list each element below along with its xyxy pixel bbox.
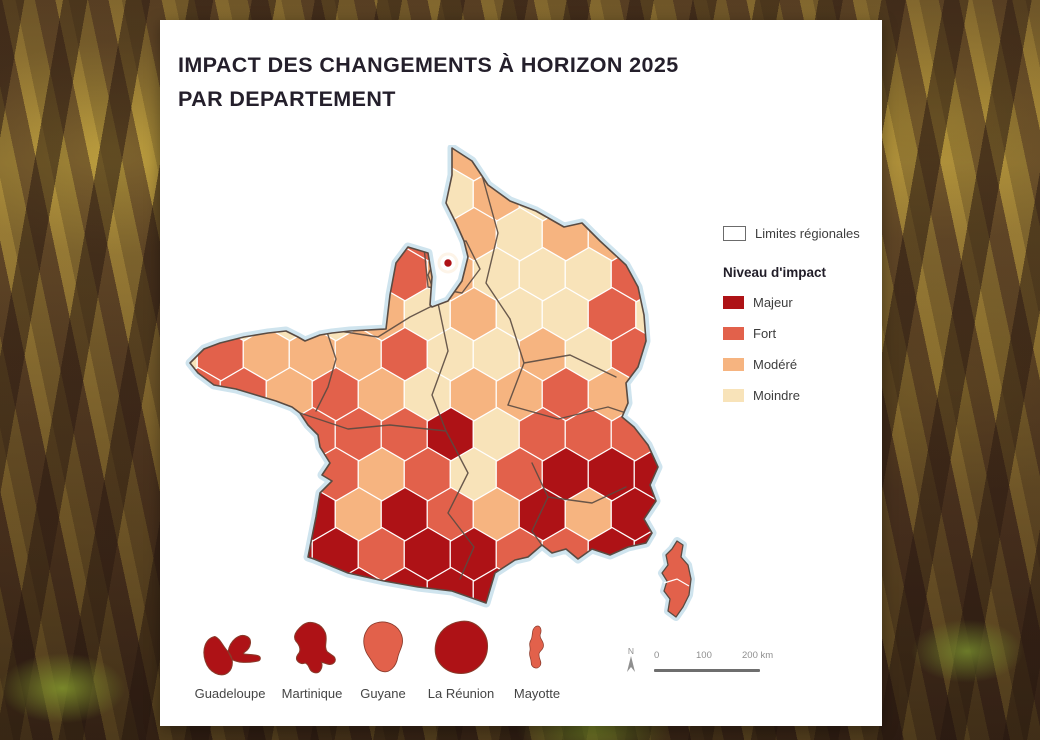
north-label: N xyxy=(627,646,635,656)
scale-label-0: 0 xyxy=(654,650,660,661)
paris-inner-ring xyxy=(437,252,459,274)
department-hexes xyxy=(190,148,658,603)
guyane-shape xyxy=(363,621,403,673)
overseas-label: Martinique xyxy=(281,686,343,701)
title-line-1: IMPACT DES CHANGEMENTS À HORIZON 2025 xyxy=(178,53,679,77)
france-outline xyxy=(189,147,659,604)
legend-swatch-modere xyxy=(723,358,744,371)
legend-level-label: Majeur xyxy=(753,295,793,310)
martinique-shape xyxy=(294,622,336,674)
legend-swatch-majeur xyxy=(723,296,744,309)
legend-level-label: Moindre xyxy=(753,388,800,403)
legend-level-label: Fort xyxy=(753,326,777,341)
regional-limits-swatch xyxy=(723,226,746,241)
overseas-territories: Guadeloupe Martinique Guyane La Réunion … xyxy=(188,610,566,701)
overseas-guadeloupe: Guadeloupe xyxy=(188,610,272,701)
overseas-mayotte: Mayotte xyxy=(508,610,566,701)
overseas-label: Guadeloupe xyxy=(194,686,266,701)
legend-level-moindre: Moindre xyxy=(723,388,879,403)
north-arrow: N xyxy=(624,646,638,676)
page-title: IMPACT DES CHANGEMENTS À HORIZON 2025 PA… xyxy=(178,48,838,117)
impact-level-list: Majeur Fort Modéré Moindre xyxy=(723,295,879,403)
overseas-guyane: Guyane xyxy=(352,610,414,701)
legend-swatch-fort xyxy=(723,327,744,340)
legend-regional-limits: Limites régionales xyxy=(723,226,879,241)
scale-bar: N 0 100 200 km xyxy=(618,644,788,688)
mayotte-shape xyxy=(529,625,544,669)
scale-label-200km: 200 km xyxy=(742,650,774,661)
paris-marker xyxy=(443,258,453,268)
map-infographic-card: IMPACT DES CHANGEMENTS À HORIZON 2025 PA… xyxy=(160,20,882,726)
north-arrow-icon xyxy=(627,656,635,672)
scale-line xyxy=(654,669,760,672)
regional-limits-label: Limites régionales xyxy=(755,226,860,241)
legend-level-modere: Modéré xyxy=(723,357,879,372)
overseas-label: Guyane xyxy=(360,686,406,701)
overseas-label: Mayotte xyxy=(513,686,561,701)
overseas-label: La Réunion xyxy=(427,686,495,701)
guadeloupe-shape xyxy=(203,635,261,676)
scale-label-100: 100 xyxy=(696,650,712,661)
legend-level-label: Modéré xyxy=(753,357,798,372)
corsica-department-border xyxy=(663,578,690,587)
map-legend: Limites régionales Niveau d'impact Majeu… xyxy=(723,226,879,419)
la-reunion-shape xyxy=(434,620,489,674)
legend-level-majeur: Majeur xyxy=(723,295,879,310)
department-hex-moindre xyxy=(403,148,453,184)
france-choropleth-map xyxy=(185,143,695,621)
overseas-martinique: Martinique xyxy=(272,610,352,701)
legend-swatch-moindre xyxy=(723,389,744,402)
france-map-area xyxy=(180,143,740,635)
department-hex-majeur xyxy=(633,446,658,504)
legend-level-fort: Fort xyxy=(723,326,879,341)
title-line-2: PAR DEPARTEMENT xyxy=(178,87,396,112)
impact-legend-title: Niveau d'impact xyxy=(723,265,826,280)
overseas-la-reunion: La Réunion xyxy=(414,610,508,701)
